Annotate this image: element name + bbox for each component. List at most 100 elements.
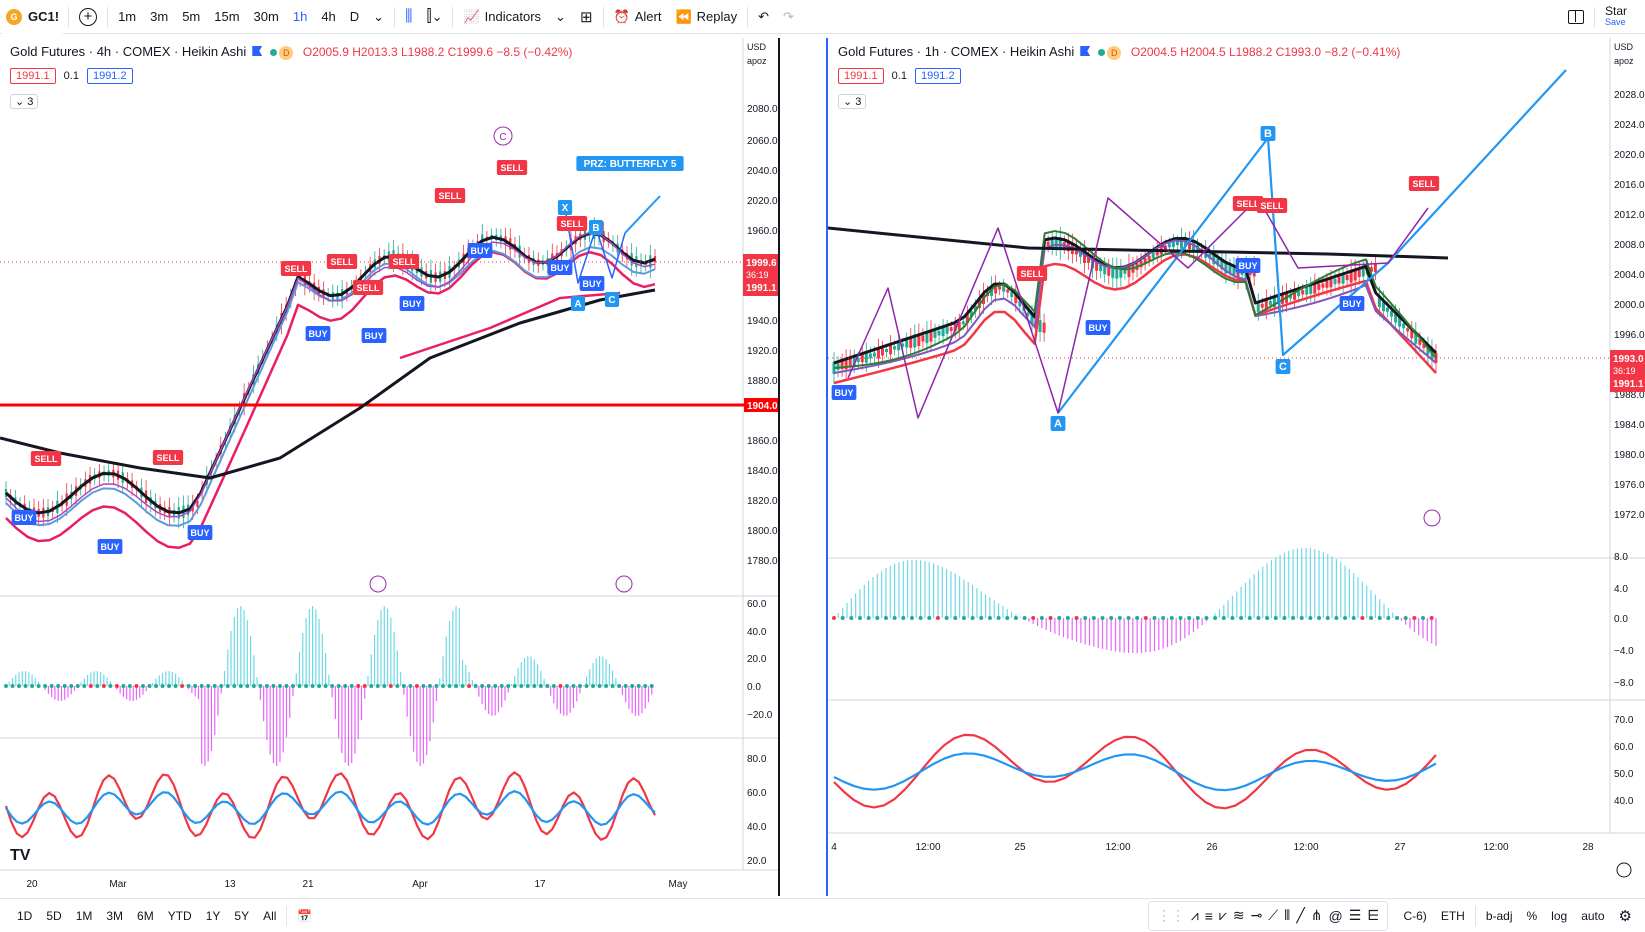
osc-tick-label: −8.0 (1614, 678, 1634, 689)
zero-dot (212, 684, 217, 688)
percent-toggle[interactable]: % (1526, 908, 1538, 923)
range-1y[interactable]: 1Y (205, 908, 221, 923)
indicators-button[interactable]: 📈 Indicators (456, 0, 548, 34)
axis-settings-icon[interactable] (1616, 862, 1632, 878)
osc-tick-label: −4.0 (1614, 646, 1634, 657)
fib-spiral-icon[interactable]: @ (1328, 907, 1343, 924)
flag-icon[interactable] (1080, 46, 1091, 56)
pattern-point-c (604, 292, 620, 307)
fib-retracement-icon[interactable]: ☰ (1348, 907, 1362, 923)
undo-button[interactable]: ↶ (751, 0, 776, 34)
text-lines-icon[interactable]: ≡ (1204, 907, 1213, 924)
dividend-icon[interactable] (369, 575, 387, 593)
lightning-icon[interactable] (615, 575, 633, 593)
lightning-icon[interactable] (1423, 509, 1441, 527)
candle-body (1232, 266, 1236, 277)
indicators-dropdown-button[interactable]: ⌄ (548, 0, 573, 34)
candle-body (196, 500, 199, 508)
left-chart-pane[interactable]: Gold Futures · 4h · COMEX · Heikin Ashi D… (0, 38, 780, 896)
gann-fan-icon[interactable]: ⋿ (1367, 907, 1380, 923)
timeframe-5m[interactable]: 5m (182, 9, 201, 24)
alert-button[interactable]: ⏰ Alert (607, 0, 669, 34)
zero-dot (30, 684, 35, 688)
top-toolbar: G GC1! + 1m 3m 5m 15m 30m 1h 4h D ⌄ ⫼ ⫿ ⌄ … (0, 0, 1645, 34)
compare-add-button[interactable]: + (72, 0, 104, 34)
left-collapse-button[interactable]: ⌄ 3 (10, 94, 39, 109)
timeframe-dropdown-button[interactable]: ⌄ (366, 0, 391, 34)
right-collapse-button[interactable]: ⌄ 3 (838, 94, 867, 109)
right-bid-button[interactable]: 1991.1 (838, 68, 884, 84)
range-1m[interactable]: 1M (75, 908, 93, 923)
buy-signal-text: BUY (14, 513, 33, 523)
log-toggle[interactable]: log (1551, 908, 1568, 923)
chevron-down-icon: ⌄ (843, 96, 853, 108)
goto-date-button[interactable]: 📅 (290, 909, 319, 923)
chart-type-button[interactable]: ⫿ ⌄ (419, 0, 449, 34)
zero-dot (75, 684, 80, 688)
save-button[interactable]: Star Save (1598, 0, 1645, 34)
redo-button[interactable]: ↷ (776, 0, 801, 34)
timeframe-3m[interactable]: 3m (150, 9, 169, 24)
trend-angle-icon[interactable]: ⟋ (1268, 907, 1279, 923)
drag-handle-icon[interactable]: ⋮⋮ (1156, 907, 1185, 923)
timeframe-4h[interactable]: 4h (321, 9, 336, 24)
right-chart-pane[interactable]: Gold Futures · 1h · COMEX · Heikin Ashi D… (826, 38, 1645, 896)
event-marker[interactable] (493, 126, 513, 146)
left-chart-canvas[interactable]: 2080.02060.02040.02020.01960.01940.01920… (0, 38, 780, 896)
zero-dot (62, 684, 67, 688)
right-chart-canvas[interactable]: 2028.0 2024.0 2020.0 2016.0 2012.0 2008.0 2004… (828, 38, 1645, 896)
candle-body (1167, 243, 1171, 248)
candle-body (889, 344, 893, 355)
range-5d[interactable]: 5D (46, 908, 62, 923)
horizontal-ray-icon[interactable]: ⊸ (1250, 907, 1263, 923)
right-ask-button[interactable]: 1991.2 (914, 68, 961, 84)
timezone-button[interactable]: C-6) (1403, 908, 1427, 923)
zero-dot (486, 684, 491, 688)
range-6m[interactable]: 6M (137, 908, 154, 923)
chart-settings-button[interactable]: ⚙ (1612, 907, 1639, 925)
osc-tick-label: 40.0 (747, 627, 767, 638)
back-adjust-toggle[interactable]: b-adj (1485, 908, 1513, 923)
range-all[interactable]: All (263, 908, 277, 923)
zero-dot (1109, 616, 1114, 620)
abc-pattern-icon[interactable]: ⩗ (1218, 907, 1227, 923)
layout-panels-button[interactable] (1561, 0, 1591, 34)
pattern-xabcd-icon[interactable]: ⩘ (1190, 907, 1199, 923)
pitchfork-icon[interactable]: ⋔ (1310, 907, 1323, 923)
curve-lines-icon[interactable]: ≋ (1232, 907, 1245, 923)
candle-body (1038, 320, 1042, 332)
zero-dot (219, 684, 224, 688)
rsi-line (4, 771, 656, 841)
symbol-search-button[interactable]: G GC1! (0, 0, 66, 34)
zero-dot (1221, 616, 1226, 620)
trend-line-icon[interactable]: ╱ (1296, 907, 1305, 923)
zero-dot (493, 684, 498, 688)
range-ytd[interactable]: YTD (167, 908, 192, 923)
zero-dot (349, 684, 354, 688)
left-ask-button[interactable]: 1991.2 (86, 68, 133, 84)
mid-moving-average (399, 291, 621, 360)
range-3m[interactable]: 3M (106, 908, 124, 923)
timeframe-30m[interactable]: 30m (253, 9, 279, 24)
zero-dot (545, 684, 550, 688)
candle-body (1151, 252, 1155, 258)
timeframe-d[interactable]: D (349, 9, 360, 24)
zero-dot (441, 684, 446, 688)
layout-button[interactable]: ⊞ (573, 0, 600, 34)
range-1d[interactable]: 1D (17, 908, 33, 923)
timeframe-1h[interactable]: 1h (292, 9, 308, 24)
bid-price-label: 1991.1 (1613, 379, 1644, 390)
pattern-point-b-text: B (592, 223, 599, 234)
left-bid-button[interactable]: 1991.1 (10, 68, 56, 84)
candle-body (1317, 283, 1321, 290)
timeframe-1m[interactable]: 1m (118, 9, 137, 24)
session-button[interactable]: ETH (1440, 908, 1465, 923)
timeframe-15m[interactable]: 15m (214, 9, 240, 24)
flag-icon[interactable] (252, 46, 263, 56)
range-5y[interactable]: 5Y (234, 908, 250, 923)
bars-style-button[interactable]: ⫼ (398, 0, 419, 34)
auto-toggle[interactable]: auto (1581, 908, 1605, 923)
replay-button[interactable]: ⏪ Replay (668, 0, 744, 34)
vertical-lines-icon[interactable]: ⦀ (1284, 907, 1291, 923)
left-legend: Gold Futures · 4h · COMEX · Heikin Ashi D… (10, 44, 572, 60)
